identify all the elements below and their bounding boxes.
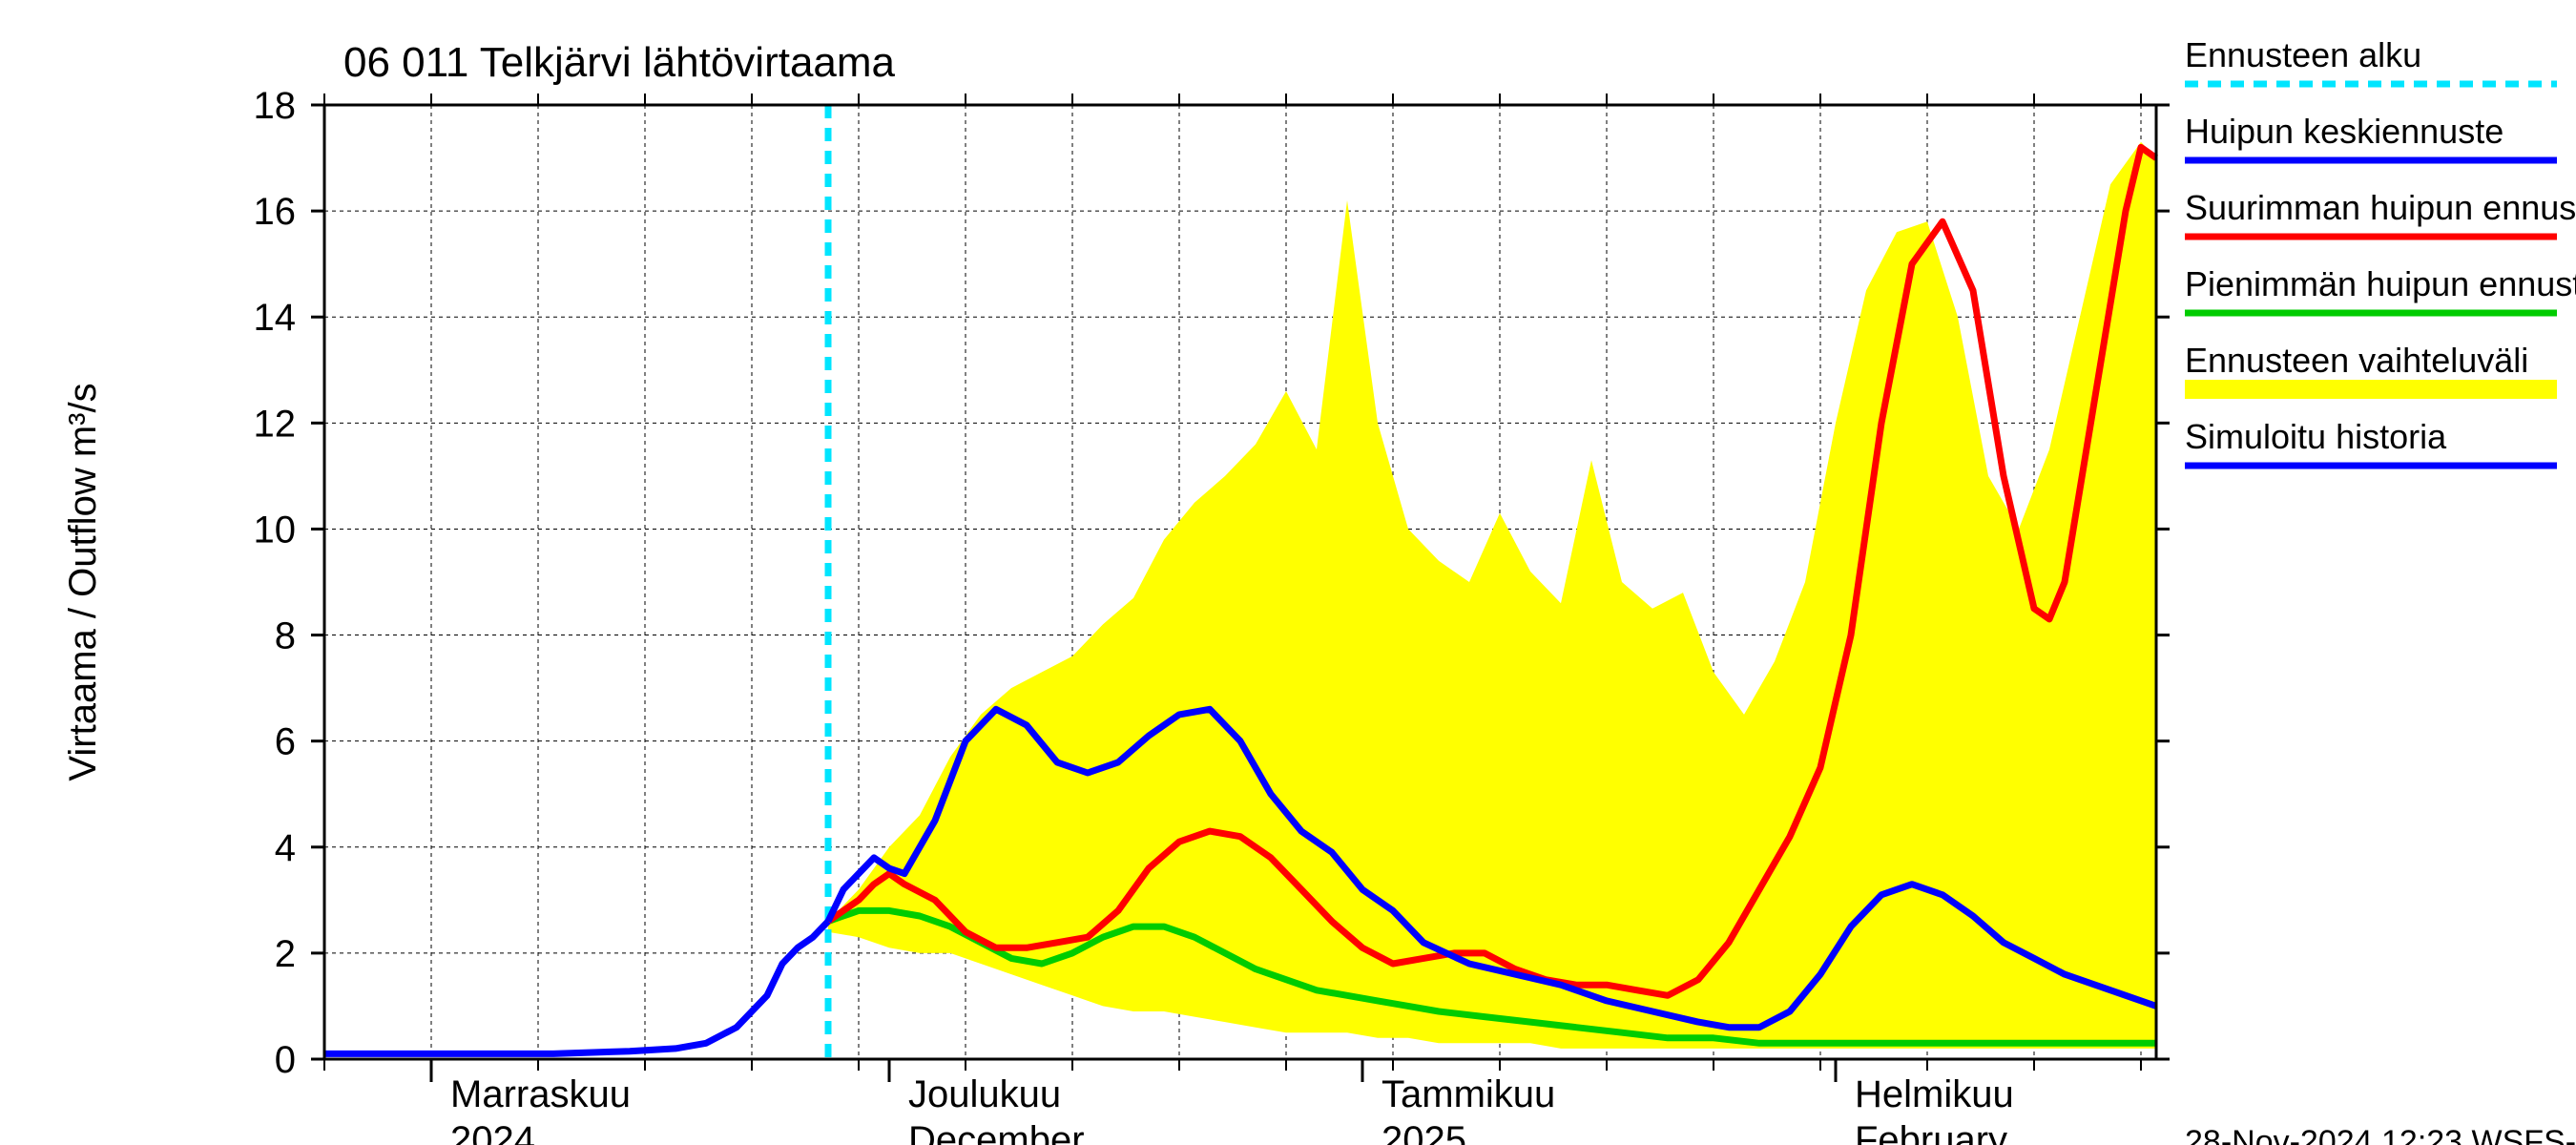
legend-label: Ennusteen vaihteluväli (2185, 341, 2528, 380)
legend-label: Suurimman huipun ennuste (2185, 188, 2576, 227)
x-month-sublabel: 2024 (450, 1119, 535, 1145)
ytick-label: 8 (275, 615, 296, 657)
ytick-label: 16 (254, 191, 297, 233)
ytick-label: 10 (254, 509, 297, 551)
legend-label: Huipun keskiennuste (2185, 112, 2503, 151)
chart-svg: 0 2 4 6 8 10 12 14 16 18 Marraskuu 2024 Joulukuu Dece… (0, 0, 2576, 1145)
x-month-label: Marraskuu (450, 1073, 631, 1115)
ytick-label: 4 (275, 827, 296, 869)
x-month-sublabel: December (908, 1119, 1085, 1145)
x-month-sublabel: February (1855, 1119, 2007, 1145)
chart-title: 06 011 Telkjärvi lähtövirtaama (343, 39, 896, 86)
x-month-sublabel: 2025 (1381, 1119, 1466, 1145)
x-month-label: Tammikuu (1381, 1073, 1555, 1115)
ytick-label: 0 (275, 1039, 296, 1081)
x-month-label: Joulukuu (908, 1073, 1061, 1115)
legend-label: Simuloitu historia (2185, 417, 2447, 456)
ytick-label: 14 (254, 297, 297, 339)
chart-container: 0 2 4 6 8 10 12 14 16 18 Marraskuu 2024 Joulukuu Dece… (0, 0, 2576, 1145)
ytick-label: 2 (275, 933, 296, 975)
y-axis-label: Virtaama / Outflow m³/s (62, 383, 104, 781)
legend-label: Pienimmän huipun ennuste (2185, 264, 2576, 303)
ytick-label: 18 (254, 85, 297, 127)
chart-footer: 28-Nov-2024 12:23 WSFS-O (2185, 1124, 2576, 1145)
ytick-label: 6 (275, 721, 296, 763)
x-month-label: Helmikuu (1855, 1073, 2014, 1115)
ytick-label: 12 (254, 403, 297, 445)
legend-label: Ennusteen alku (2185, 35, 2421, 74)
